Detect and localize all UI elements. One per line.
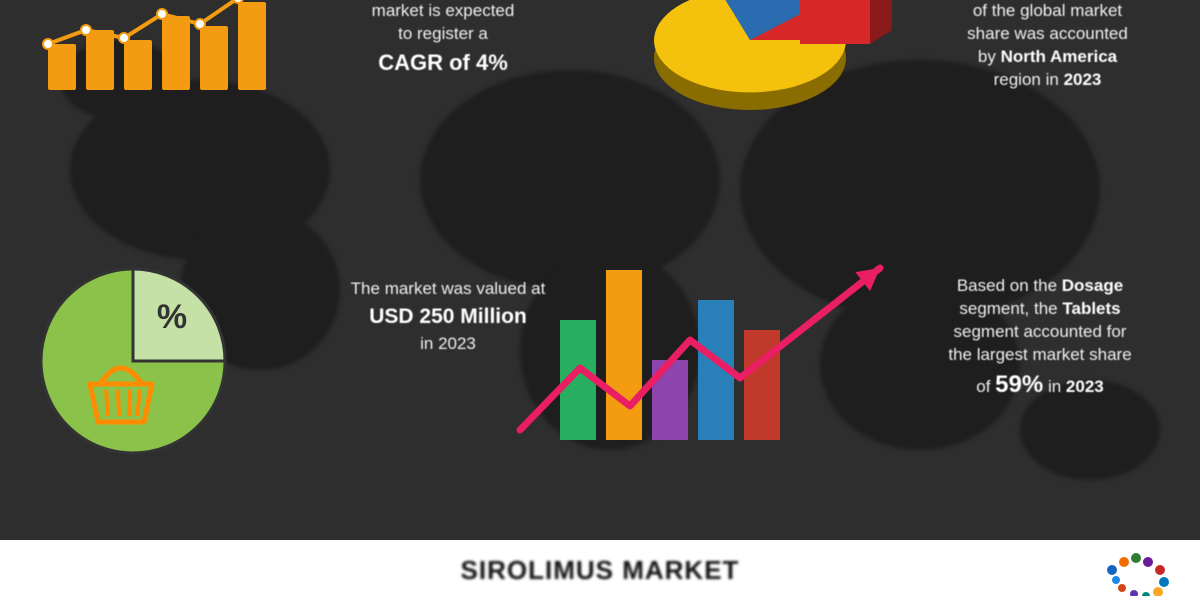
value-post: in 2023	[328, 333, 568, 356]
value-highlight: USD 250 Million	[328, 303, 568, 331]
pie-3d-icon	[640, 0, 900, 120]
infographic-canvas: market is expected to register a CAGR of…	[0, 0, 1200, 600]
na-line1: of the global market	[905, 0, 1190, 23]
north-america-text: of the global market share was accounted…	[905, 0, 1190, 92]
growth-bar-chart-icon	[0, 0, 300, 100]
brand-logo-icon	[1102, 552, 1172, 596]
footer-title: SIROLIMUS MARKET	[461, 555, 740, 586]
na-bold-region: North America	[1001, 47, 1118, 66]
svg-text:%: %	[157, 298, 187, 336]
cagr-text: market is expected to register a CAGR of…	[318, 0, 568, 78]
na-line3: by North America	[905, 46, 1190, 69]
basket-percent-icon: %	[38, 266, 228, 456]
footer-bar: SIROLIMUS MARKET	[0, 540, 1200, 600]
cagr-highlight: CAGR of 4%	[318, 48, 568, 78]
market-value-text: The market was valued at USD 250 Million…	[328, 278, 568, 356]
map-background: market is expected to register a CAGR of…	[0, 0, 1200, 540]
na-line4: region in 2023	[905, 69, 1190, 92]
na-line2: share was accounted	[905, 23, 1190, 46]
cagr-line2: to register a	[318, 23, 568, 46]
cagr-line1: market is expected	[318, 0, 568, 23]
na-bold-year: 2023	[1064, 70, 1102, 89]
value-pre: The market was valued at	[328, 278, 568, 301]
dosage-text: Based on the Dosage segment, the Tablets…	[890, 275, 1190, 401]
